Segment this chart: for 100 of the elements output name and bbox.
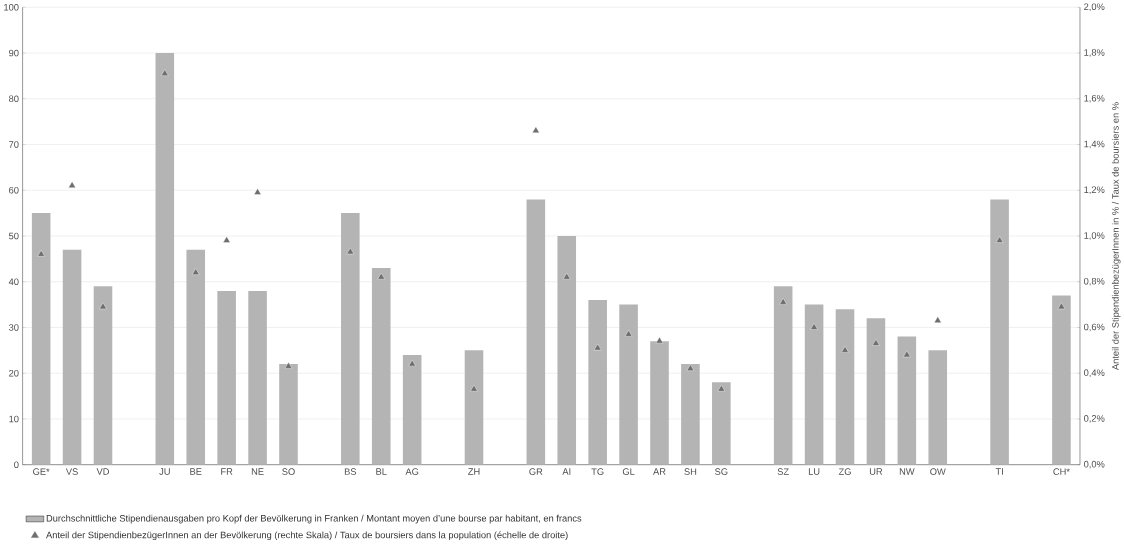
point	[37, 250, 45, 257]
bar	[341, 213, 360, 465]
y-tick-label: 100	[4, 4, 19, 11]
x-tick-label: NW	[899, 468, 915, 475]
x-tick-label: LU	[808, 468, 820, 475]
point	[995, 236, 1004, 243]
point	[222, 236, 231, 243]
bar	[402, 354, 422, 465]
point	[841, 346, 849, 353]
x-tick-label: GR	[529, 468, 543, 476]
x-tick-label: AR	[653, 468, 666, 475]
x-tick-label: FR	[221, 468, 233, 475]
point	[872, 339, 880, 346]
y2-tick-label: 0,6%	[1083, 323, 1105, 332]
y2-axis-title: Anteil der StipendienbezügerInnen in % / Taux de boursiers en %	[1111, 102, 1121, 371]
point	[1057, 302, 1066, 310]
bar	[31, 213, 51, 465]
y-tick-label: 40	[8, 278, 19, 286]
point	[284, 362, 293, 369]
y-tick-label: 20	[9, 370, 19, 377]
y2-tick-label: 2,0%	[1084, 3, 1105, 12]
bar	[897, 336, 917, 465]
x-tick-label: SO	[282, 468, 295, 476]
x-tick-label: BE	[190, 468, 202, 475]
x-tick-label: JU	[159, 468, 170, 475]
x-tick-label: SG	[715, 468, 728, 476]
x-tick-label: OW	[930, 468, 946, 476]
x-tick-label: AG	[405, 468, 419, 476]
bar	[62, 249, 82, 465]
bar	[712, 382, 731, 465]
point	[562, 272, 571, 280]
y2-tick-label: 1,6%	[1084, 94, 1105, 103]
bar	[1052, 295, 1071, 465]
point	[532, 126, 540, 134]
bar	[557, 236, 577, 465]
x-tick-label: GE*	[33, 468, 50, 476]
legend-label: Anteil der StipendienbezügerInnen an der Bevölkerung (rechte Skala) / Taux de boursiers dans la population (échelle de droite)	[46, 531, 568, 541]
x-tick-label: BL	[376, 468, 387, 475]
bar	[217, 290, 236, 465]
y2-tick-label: 1,4%	[1084, 140, 1105, 149]
x-tick-label: TI	[995, 468, 1003, 475]
x-tick-label: SZ	[777, 468, 789, 476]
bar	[990, 199, 1009, 465]
bar	[464, 350, 484, 465]
bar	[650, 341, 669, 465]
x-tick-label: GL	[622, 468, 635, 476]
point	[686, 364, 695, 371]
point	[903, 350, 911, 358]
point	[717, 384, 726, 392]
bar	[928, 350, 948, 465]
point	[408, 359, 416, 367]
y-tick-label: 0	[14, 461, 19, 469]
point	[253, 188, 262, 195]
point	[933, 316, 942, 323]
point	[624, 330, 633, 337]
bar	[804, 304, 824, 465]
y-tick-label: 30	[8, 324, 19, 331]
x-tick-label: ZG	[838, 468, 851, 476]
point	[68, 181, 76, 189]
point	[161, 69, 169, 76]
x-tick-label: BS	[344, 468, 357, 476]
point	[779, 298, 787, 305]
x-tick-label: SH	[684, 468, 697, 476]
y2-tick-label: 0,0%	[1083, 460, 1105, 469]
bar	[681, 364, 700, 465]
y2-tick-label: 0,2%	[1083, 415, 1105, 423]
bar	[835, 309, 855, 465]
point	[470, 384, 478, 392]
bar	[279, 364, 298, 465]
y-tick-label: 70	[9, 141, 19, 148]
y2-tick-label: 1,2%	[1084, 186, 1105, 195]
y-tick-label: 80	[9, 95, 19, 103]
x-tick-label: NE	[251, 468, 264, 475]
x-tick-label: VD	[96, 468, 109, 475]
bar	[588, 300, 607, 465]
y2-tick-label: 0,8%	[1083, 277, 1105, 286]
bar	[526, 199, 546, 465]
bar	[371, 268, 391, 465]
point	[191, 268, 200, 275]
legend-label: Durchschnittliche Stipendienausgaben pro Kopf der Bevölkerung in Franken / Montant moyen d’une bourse par habitant, en francs	[46, 514, 582, 524]
y2-tick-label: 1,8%	[1084, 49, 1105, 57]
x-tick-label: TG	[591, 468, 604, 476]
y-tick-label: 90	[9, 49, 19, 57]
bar	[248, 290, 267, 465]
bar	[155, 53, 175, 465]
point	[377, 272, 386, 280]
bar	[866, 318, 886, 465]
y2-tick-label: 1,0%	[1084, 232, 1105, 240]
bar	[773, 286, 793, 465]
y-tick-label: 50	[8, 232, 19, 240]
x-tick-label: ZH	[468, 468, 480, 475]
point	[593, 343, 602, 351]
bar	[93, 286, 113, 465]
x-tick-label: VS	[65, 468, 78, 476]
y-tick-label: 10	[9, 415, 19, 423]
x-tick-label: AI	[562, 468, 571, 475]
point	[346, 247, 355, 255]
point	[810, 323, 818, 330]
x-tick-label: CH*	[1053, 468, 1070, 476]
bar	[186, 249, 206, 465]
